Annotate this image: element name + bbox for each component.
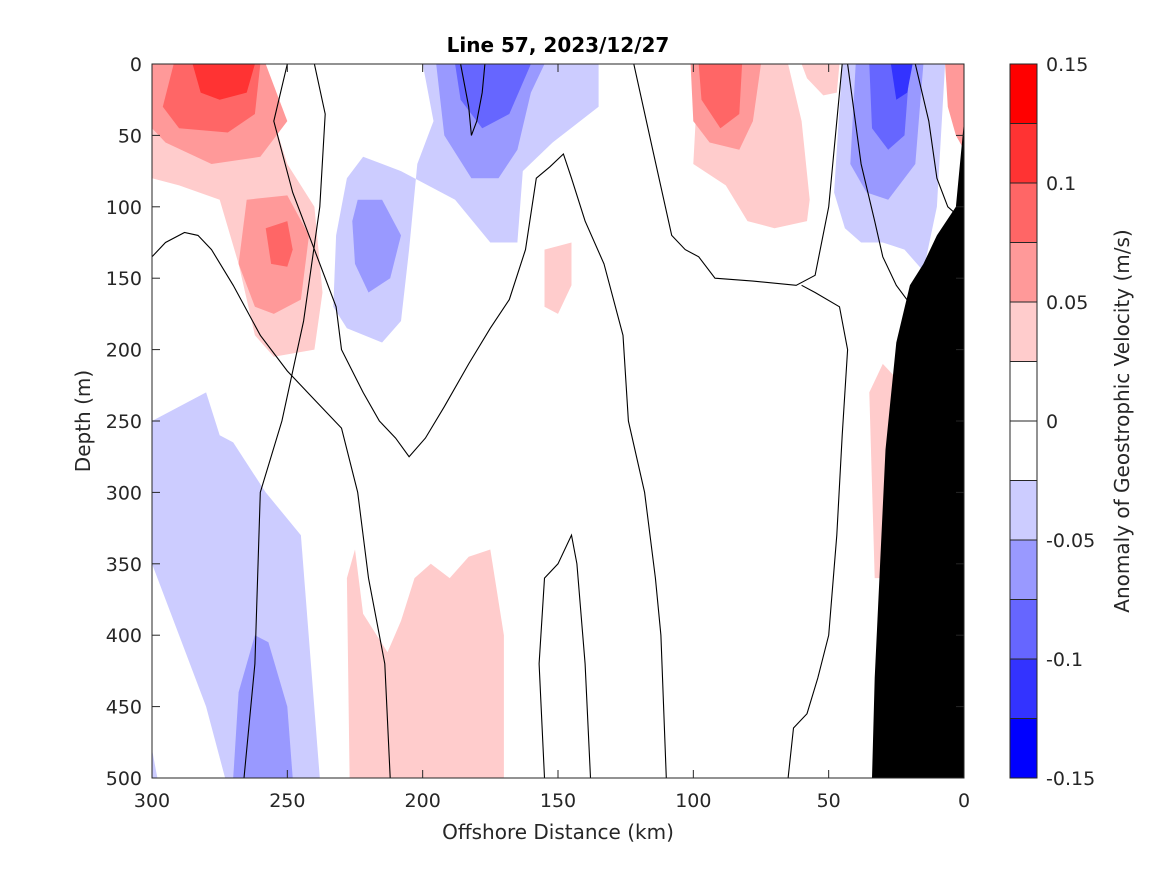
contour-fill-18 [544, 242, 572, 314]
colorbar-tick-label: -0.05 [1046, 530, 1095, 552]
zero-contour-line-2 [273, 64, 667, 778]
colorbar-segment [1010, 123, 1037, 184]
colorbar-segment [1010, 242, 1037, 303]
x-tick-label: 100 [675, 790, 711, 812]
contour-fill-5 [192, 64, 255, 100]
contour-fill-17 [801, 64, 840, 96]
zero-contour-line-1 [243, 64, 326, 778]
y-tick-label: 250 [106, 411, 142, 433]
colorbar-tick-label: -0.15 [1046, 768, 1095, 790]
x-axis: 300 250 200 150 100 50 0 [134, 64, 970, 812]
y-tick-label: 300 [106, 482, 142, 504]
contour-fill-9 [455, 64, 531, 129]
zero-contour-line-8 [787, 284, 849, 778]
y-tick-label: 100 [106, 197, 142, 219]
contour-fill-11 [233, 635, 293, 778]
contour-fill-12 [152, 749, 158, 778]
colorbar-segment [1010, 718, 1037, 779]
contour-fill-8 [352, 199, 401, 293]
zero-contour-line-4 [538, 533, 592, 778]
y-tick-label: 150 [106, 268, 142, 290]
contour-fill-13 [346, 549, 504, 778]
colorbar-segment [1010, 302, 1037, 362]
chart-title: Line 57, 2023/12/27 [447, 33, 670, 57]
contour-fill-4 [265, 221, 293, 267]
colorbar-segment [1010, 599, 1037, 660]
colorbar-segment [1010, 540, 1037, 600]
bathymetry-shelf [872, 121, 964, 778]
colorbar-segment [1010, 659, 1037, 719]
y-tick-label: 500 [106, 768, 142, 790]
x-tick-label: 200 [405, 790, 441, 812]
colorbar-segment [1010, 183, 1037, 243]
y-tick-label: 450 [106, 697, 142, 719]
contour-fill-22 [890, 64, 913, 100]
colorbar: 0.15 0.1 0.05 0 -0.05 -0.1 -0.15 [1009, 54, 1095, 790]
y-tick-label: 200 [106, 340, 142, 362]
contour-fill-6 [333, 64, 599, 343]
colorbar-tick-label: 0 [1046, 411, 1058, 433]
colorbar-segment [1010, 64, 1037, 124]
colorbar-tick-label: 0.05 [1046, 292, 1088, 314]
y-tick-label: 0 [130, 54, 142, 76]
x-tick-label: 0 [958, 790, 970, 812]
contour-fill-16 [698, 64, 743, 129]
x-tick-label: 250 [269, 790, 305, 812]
y-axis-label: Depth (m) [71, 370, 95, 472]
y-tick-label: 350 [106, 554, 142, 576]
colorbar-segment [1010, 361, 1037, 422]
colorbar-tick-label: 0.1 [1046, 173, 1076, 195]
x-axis-label: Offshore Distance (km) [442, 820, 674, 844]
x-tick-label: 300 [134, 790, 170, 812]
zero-contour-line-0 [152, 231, 391, 778]
y-tick-label: 400 [106, 625, 142, 647]
colorbar-segment [1010, 421, 1037, 481]
contour-fill-24 [945, 64, 964, 150]
colorbar-tick-label: -0.1 [1046, 649, 1083, 671]
x-tick-label: 50 [817, 790, 841, 812]
zero-contour-line-3 [460, 64, 486, 136]
zero-contour-line-5 [633, 64, 843, 286]
y-tick-label: 50 [118, 125, 142, 147]
y-axis: 0 50 100 150 200 250 300 350 400 450 500 [106, 54, 964, 790]
bathymetry-layer [872, 121, 964, 778]
x-tick-label: 150 [540, 790, 576, 812]
colorbar-label: Anomaly of Geostrophic Velocity (m/s) [1110, 229, 1134, 612]
colorbar-segment [1010, 480, 1037, 541]
colorbar-tick-label: 0.15 [1046, 54, 1088, 76]
